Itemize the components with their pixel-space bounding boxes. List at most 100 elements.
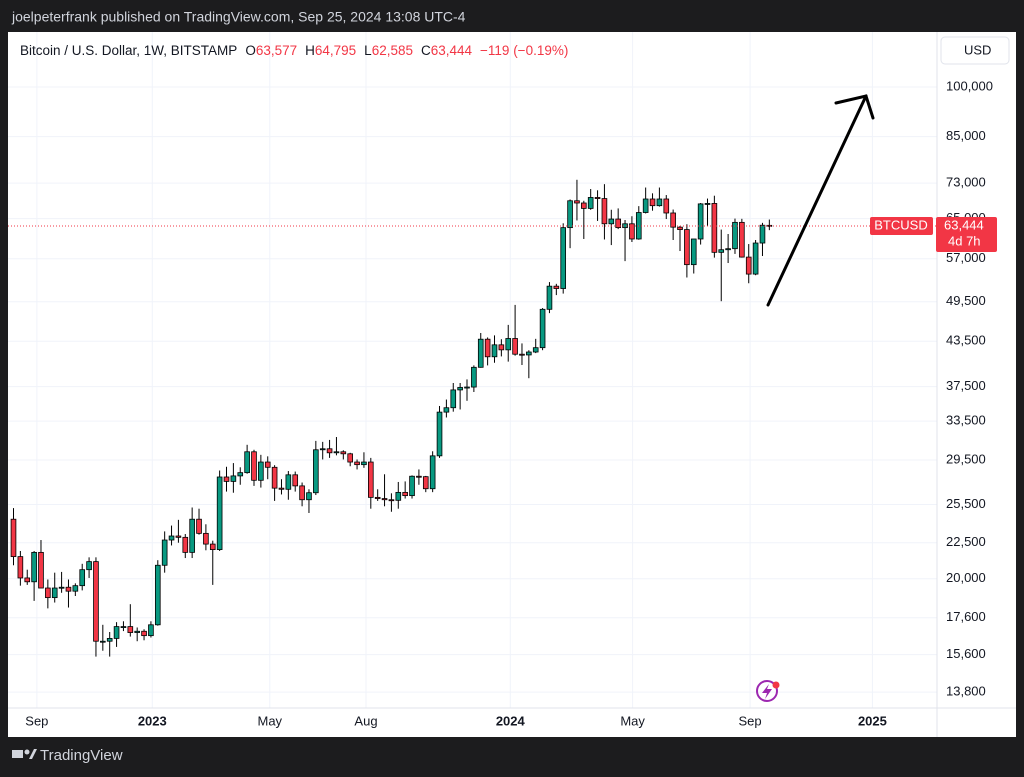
- candle-body: [106, 638, 113, 642]
- publisher: joelpeterfrank published on TradingView.…: [11, 9, 466, 25]
- candle-body: [567, 200, 573, 229]
- brand: TradingView: [40, 747, 123, 764]
- x-tick-label: Aug: [354, 713, 377, 728]
- candle-body: [388, 499, 395, 502]
- candle-body: [553, 285, 560, 289]
- candle-body: [491, 344, 498, 358]
- candle-body: [608, 218, 615, 225]
- candle-body: [189, 518, 195, 553]
- candle-body: [560, 227, 567, 289]
- y-tick-label: 57,000: [946, 250, 986, 265]
- symbol-tag-text: BTCUSD: [874, 217, 927, 232]
- candle-body: [175, 535, 182, 538]
- candle-body: [381, 498, 388, 501]
- grid: [8, 32, 937, 708]
- candle-body: [663, 198, 670, 214]
- candle-body: [656, 198, 663, 207]
- candle-body: [704, 203, 711, 205]
- candle-body: [759, 224, 766, 244]
- candle-body: [100, 640, 106, 643]
- candle-body: [745, 256, 752, 275]
- candle-body: [113, 626, 120, 639]
- candle-body: [93, 561, 99, 642]
- candle-body: [526, 351, 532, 356]
- axes: 13,800 15,600 17,600 20,000 22,500 25,500 29,5…: [8, 78, 997, 728]
- candle-body: [154, 564, 161, 626]
- symbol: Bitcoin / U.S. Dollar, 1W, BITSTAMP: [20, 43, 237, 58]
- candle-body: [340, 451, 347, 455]
- y-tick-label: 85,000: [946, 128, 986, 143]
- y-tick-label: 29,500: [946, 451, 986, 466]
- candle-body: [766, 224, 773, 227]
- candle-body: [581, 202, 587, 209]
- x-tick-label: Sep: [739, 713, 762, 728]
- candle-body: [285, 474, 292, 490]
- candle-body: [752, 242, 759, 275]
- candle-body: [313, 449, 319, 494]
- candle-body: [127, 626, 134, 633]
- y-tick-label: 73,000: [946, 175, 986, 190]
- candle-body: [216, 476, 223, 550]
- chart-panel: [8, 32, 1016, 737]
- ohlc-key: O: [245, 43, 256, 58]
- y-tick-label: 13,800: [946, 684, 986, 699]
- y-tick-label: 17,600: [946, 609, 986, 624]
- candle-body: [161, 539, 168, 566]
- candle-body: [718, 249, 725, 253]
- candle-body: [443, 407, 450, 413]
- candle-body: [182, 536, 189, 553]
- candle-body: [601, 198, 608, 225]
- candle-body: [168, 535, 175, 541]
- candle-body: [367, 461, 374, 498]
- currency-box: [940, 36, 1010, 65]
- candle-body: [141, 630, 147, 637]
- alert-icon: [756, 680, 780, 702]
- ohlc-value: 64,795: [315, 43, 356, 58]
- ohlc-value: 62,585: [372, 43, 413, 58]
- brand-logo: [12, 749, 37, 759]
- footer: [0, 737, 1024, 777]
- candle-body: [79, 569, 86, 587]
- y-tick-label: 25,500: [946, 496, 986, 511]
- candle-body: [24, 577, 31, 583]
- candle-body: [10, 518, 17, 558]
- candle-body: [395, 491, 402, 501]
- candle-body: [457, 387, 463, 391]
- y-tick-label: 15,600: [946, 646, 986, 661]
- candle-body: [690, 238, 697, 266]
- candle-body: [498, 344, 505, 351]
- candle-body: [505, 338, 512, 351]
- y-tick-label: 22,500: [946, 534, 986, 549]
- x-tick-label: 2023: [138, 713, 167, 728]
- ohlc-key: H: [305, 43, 315, 58]
- ohlc-key: C: [421, 43, 431, 58]
- y-tick-label: 33,500: [946, 413, 986, 428]
- change: −119 (−0.19%): [480, 43, 568, 58]
- candle-body: [374, 496, 381, 499]
- candle-body: [409, 475, 415, 497]
- candle-body: [45, 587, 51, 599]
- candle-body: [292, 474, 299, 487]
- candle-body: [622, 223, 628, 229]
- candle-body: [519, 353, 525, 356]
- candle-body: [546, 285, 553, 310]
- candle-body: [732, 221, 738, 250]
- candle-body: [230, 475, 237, 482]
- y-tick-label: 43,500: [946, 333, 986, 348]
- ohlc-value: 63,577: [256, 43, 297, 58]
- symbol-tag: [870, 216, 933, 235]
- candle-body: [464, 386, 470, 389]
- candle-body: [17, 556, 24, 579]
- candle-body: [319, 448, 326, 451]
- candle-body: [711, 203, 718, 253]
- candle-body: [264, 461, 271, 468]
- countdown: 4d 7h: [948, 233, 981, 248]
- candle-body: [725, 248, 731, 251]
- candle-body: [271, 466, 278, 489]
- candle-body: [347, 453, 353, 463]
- candle-body: [402, 491, 408, 497]
- candle-body: [739, 221, 745, 258]
- price-tag-value: 63,444: [944, 217, 984, 232]
